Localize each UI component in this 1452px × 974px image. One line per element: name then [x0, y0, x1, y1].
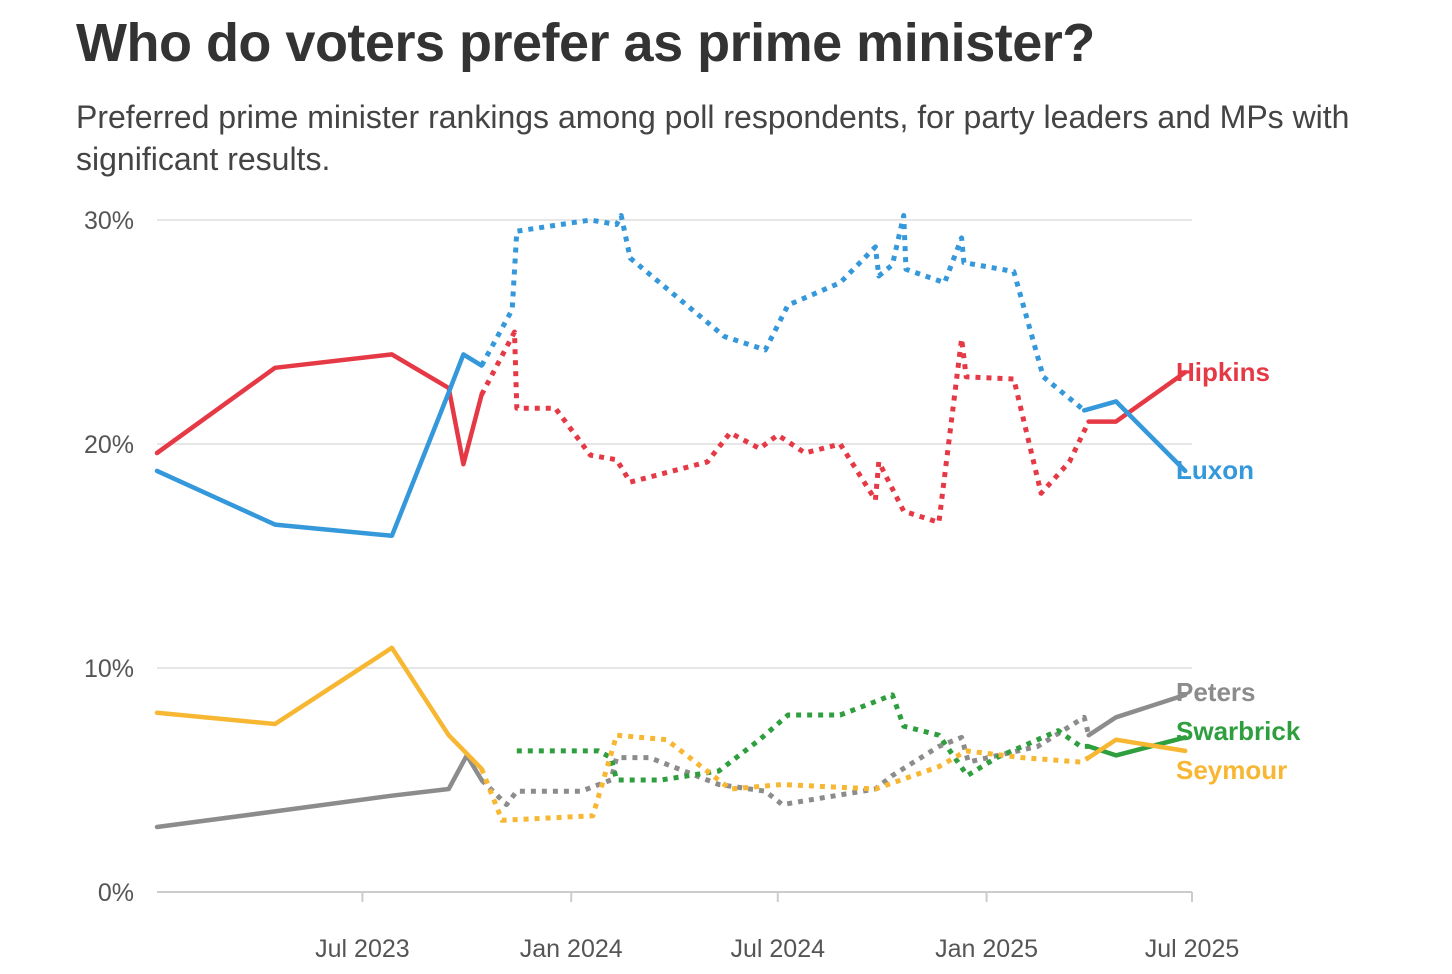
- series-label-swarbrick: Swarbrick: [1176, 716, 1301, 746]
- series-label-luxon: Luxon: [1176, 455, 1254, 485]
- luxon-dotted-line: [479, 213, 1086, 413]
- luxon-solid-line: [154, 352, 484, 539]
- swarbrick-dotted-line: [516, 692, 1089, 783]
- gridlines: [157, 219, 1192, 893]
- peters-solid-line: [1086, 692, 1188, 738]
- series-peters: [154, 692, 1188, 830]
- series-label-seymour: Seymour: [1176, 755, 1287, 785]
- seymour-dotted-line: [479, 732, 1090, 823]
- series-label-hipkins: Hipkins: [1176, 357, 1270, 387]
- chart-subtitle: Preferred prime minister rankings among …: [76, 99, 1350, 177]
- seymour-solid-line: [154, 645, 484, 772]
- hipkins-solid-line: [154, 352, 484, 467]
- y-tick-label: 0%: [98, 879, 134, 907]
- x-tick-label: Jul 2023: [315, 935, 410, 963]
- x-tick-label: Jan 2024: [520, 935, 623, 963]
- x-tick-label: Jul 2025: [1145, 935, 1240, 963]
- chart-title: Who do voters prefer as prime minister?: [76, 13, 1095, 73]
- axis-ticks: 0% 10% 20% 30% Jul 2023 Jan 2024 Jul 2024 Jan 2…: [84, 207, 1239, 963]
- series-luxon: [154, 213, 1188, 539]
- peters-solid-line: [154, 753, 484, 830]
- series-hipkins: [154, 329, 1188, 525]
- y-tick-label: 10%: [84, 655, 134, 683]
- peters-dotted-line: [479, 714, 1092, 808]
- series-lines: [154, 213, 1188, 830]
- luxon-solid-line: [1081, 399, 1188, 474]
- y-tick-label: 20%: [84, 431, 134, 459]
- x-tick-label: Jul 2024: [731, 935, 826, 963]
- series-seymour: [154, 645, 1188, 823]
- series-label-peters: Peters: [1176, 677, 1256, 707]
- series-labels: Hipkins Luxon Peters Swarbrick Seymour: [1176, 357, 1301, 785]
- hipkins-dotted-line: [479, 329, 1091, 525]
- seymour-solid-line: [1086, 737, 1188, 760]
- y-tick-label: 30%: [84, 207, 134, 235]
- x-tick-label: Jan 2025: [935, 935, 1038, 963]
- hipkins-solid-line: [1086, 370, 1188, 424]
